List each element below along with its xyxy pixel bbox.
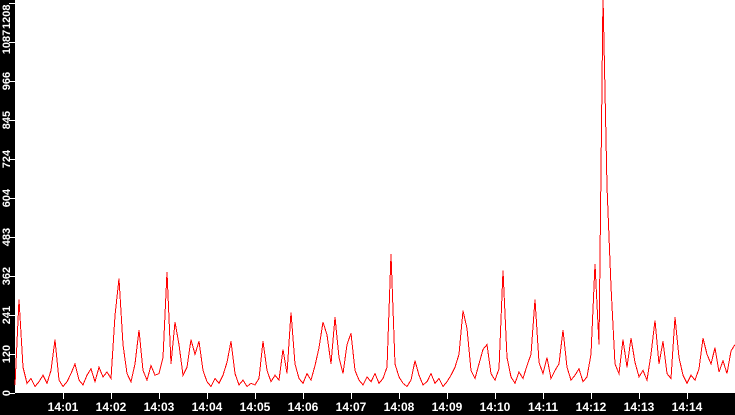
x-tick-label: 14:11 bbox=[528, 400, 558, 414]
y-tick-label: 1208 bbox=[1, 5, 13, 29]
x-tick-label: 14:06 bbox=[288, 400, 319, 414]
x-tick-label: 14:12 bbox=[576, 400, 607, 414]
y-tick-label: 966 bbox=[1, 72, 13, 90]
y-tick-label: 241 bbox=[1, 306, 13, 324]
x-tick-label: 14:14 bbox=[672, 400, 703, 414]
x-tick-label: 14:09 bbox=[432, 400, 463, 414]
x-tick-label: 14:08 bbox=[384, 400, 415, 414]
x-tick-label: 14:03 bbox=[144, 400, 175, 414]
x-tick-label: 14:10 bbox=[480, 400, 511, 414]
x-tick-label: 14:04 bbox=[192, 400, 223, 414]
x-tick-label: 14:13 bbox=[624, 400, 655, 414]
y-tick-label: 845 bbox=[1, 111, 13, 129]
y-tick-label: 362 bbox=[1, 267, 13, 285]
x-axis-ticks: 14:01 14:02 14:03 14:04 14:05 14:06 14:07 14:08… bbox=[48, 393, 703, 414]
x-tick-label: 14:05 bbox=[240, 400, 271, 414]
y-tick-label: 483 bbox=[1, 228, 13, 246]
x-tick-label: 14:07 bbox=[336, 400, 367, 414]
data-series-line bbox=[14, 0, 735, 388]
y-tick-label: 120 bbox=[1, 345, 13, 363]
x-axis-strip bbox=[0, 393, 735, 415]
x-tick-label: 14:01 bbox=[48, 400, 79, 414]
y-tick-label: 724 bbox=[1, 149, 13, 168]
y-tick-label: 1087 bbox=[1, 30, 13, 54]
y-tick-label: 604 bbox=[1, 188, 13, 207]
y-tick-label: 0 bbox=[1, 390, 13, 396]
x-tick-label: 14:02 bbox=[96, 400, 127, 414]
y-axis-strip bbox=[0, 0, 15, 415]
